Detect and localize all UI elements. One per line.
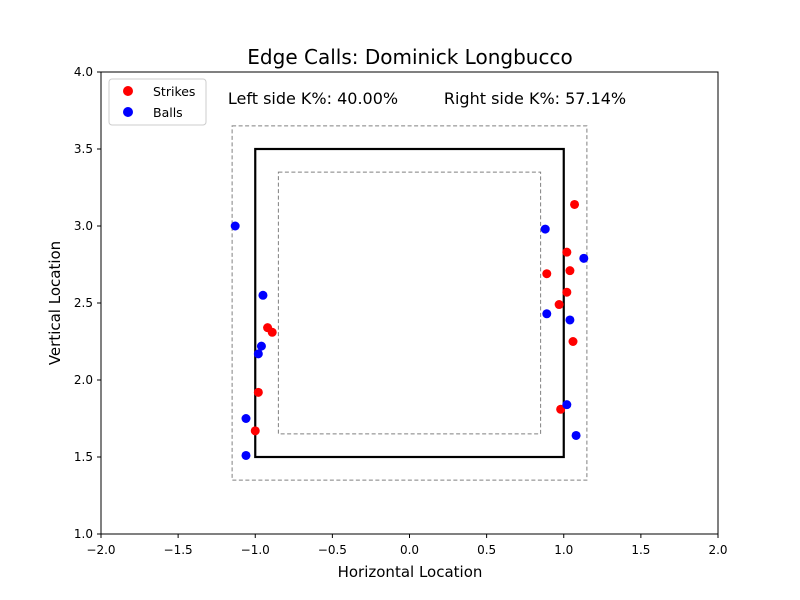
chart-title: Edge Calls: Dominick Longbucco (247, 45, 572, 69)
strikes-point (562, 247, 572, 257)
legend-label-strikes: Strikes (153, 84, 195, 99)
left-side-k-annotation: Left side K%: 40.00% (228, 89, 398, 108)
zone-layer (231, 125, 588, 481)
strikes-point (568, 337, 578, 346)
legend-box (108, 78, 207, 126)
y-tick-label: 4.0 (74, 65, 93, 79)
strikes-point (554, 300, 564, 310)
y-tick-label: 1.0 (74, 527, 93, 541)
balls-point (253, 349, 263, 359)
strikes-point (556, 404, 566, 414)
strikes-point (542, 269, 552, 279)
x-tick-label: 2.0 (708, 543, 727, 557)
balls-point (540, 224, 550, 234)
balls-point (241, 450, 251, 460)
balls-point (562, 400, 572, 410)
legend-marker-balls (123, 107, 133, 117)
legend-marker-strikes (123, 86, 133, 96)
balls-point (256, 341, 266, 351)
legend: Strikes Balls (108, 78, 207, 126)
balls-point (258, 290, 268, 300)
strikes-point (562, 287, 572, 297)
y-tick-label: 2.0 (74, 373, 93, 387)
x-tick-label: −0.5 (318, 543, 347, 557)
y-axis-label: Vertical Location (46, 241, 64, 365)
strikes-point (253, 387, 263, 397)
balls-point (230, 221, 240, 231)
strikes-point (250, 426, 260, 436)
strike-zone (254, 147, 565, 459)
x-axis: −2.0 −1.5 −1.0 −0.5 0.0 0.5 1.0 1.5 2.0 (86, 534, 728, 557)
right-side-k-annotation: Right side K%: 57.14% (444, 89, 626, 108)
x-tick-label: 0.0 (400, 543, 419, 557)
legend-label-balls: Balls (153, 105, 183, 120)
balls-point (571, 430, 581, 440)
plot-frame (100, 71, 719, 535)
points-layer (230, 199, 589, 460)
x-tick-label: 0.5 (477, 543, 496, 557)
balls-point (579, 253, 589, 263)
balls-point (241, 414, 251, 423)
y-tick-label: 2.5 (74, 296, 93, 310)
x-tick-label: −1.0 (241, 543, 270, 557)
x-tick-label: −2.0 (86, 543, 115, 557)
balls-point (565, 315, 575, 325)
x-tick-label: 1.5 (631, 543, 650, 557)
strikes-point (570, 199, 580, 209)
y-tick-label: 3.5 (74, 142, 93, 156)
balls-point (542, 309, 552, 319)
strikes-point (565, 266, 575, 276)
x-tick-label: 1.0 (554, 543, 573, 557)
x-axis-label: Horizontal Location (338, 563, 483, 581)
y-tick-label: 1.5 (74, 450, 93, 464)
y-tick-label: 3.0 (74, 219, 93, 233)
strikes-point (267, 327, 277, 337)
y-axis: 1.0 1.5 2.0 2.5 3.0 3.5 4.0 (74, 65, 101, 541)
x-tick-label: −1.5 (164, 543, 193, 557)
inner-edge-zone (277, 171, 542, 435)
outer-edge-zone (231, 125, 588, 481)
